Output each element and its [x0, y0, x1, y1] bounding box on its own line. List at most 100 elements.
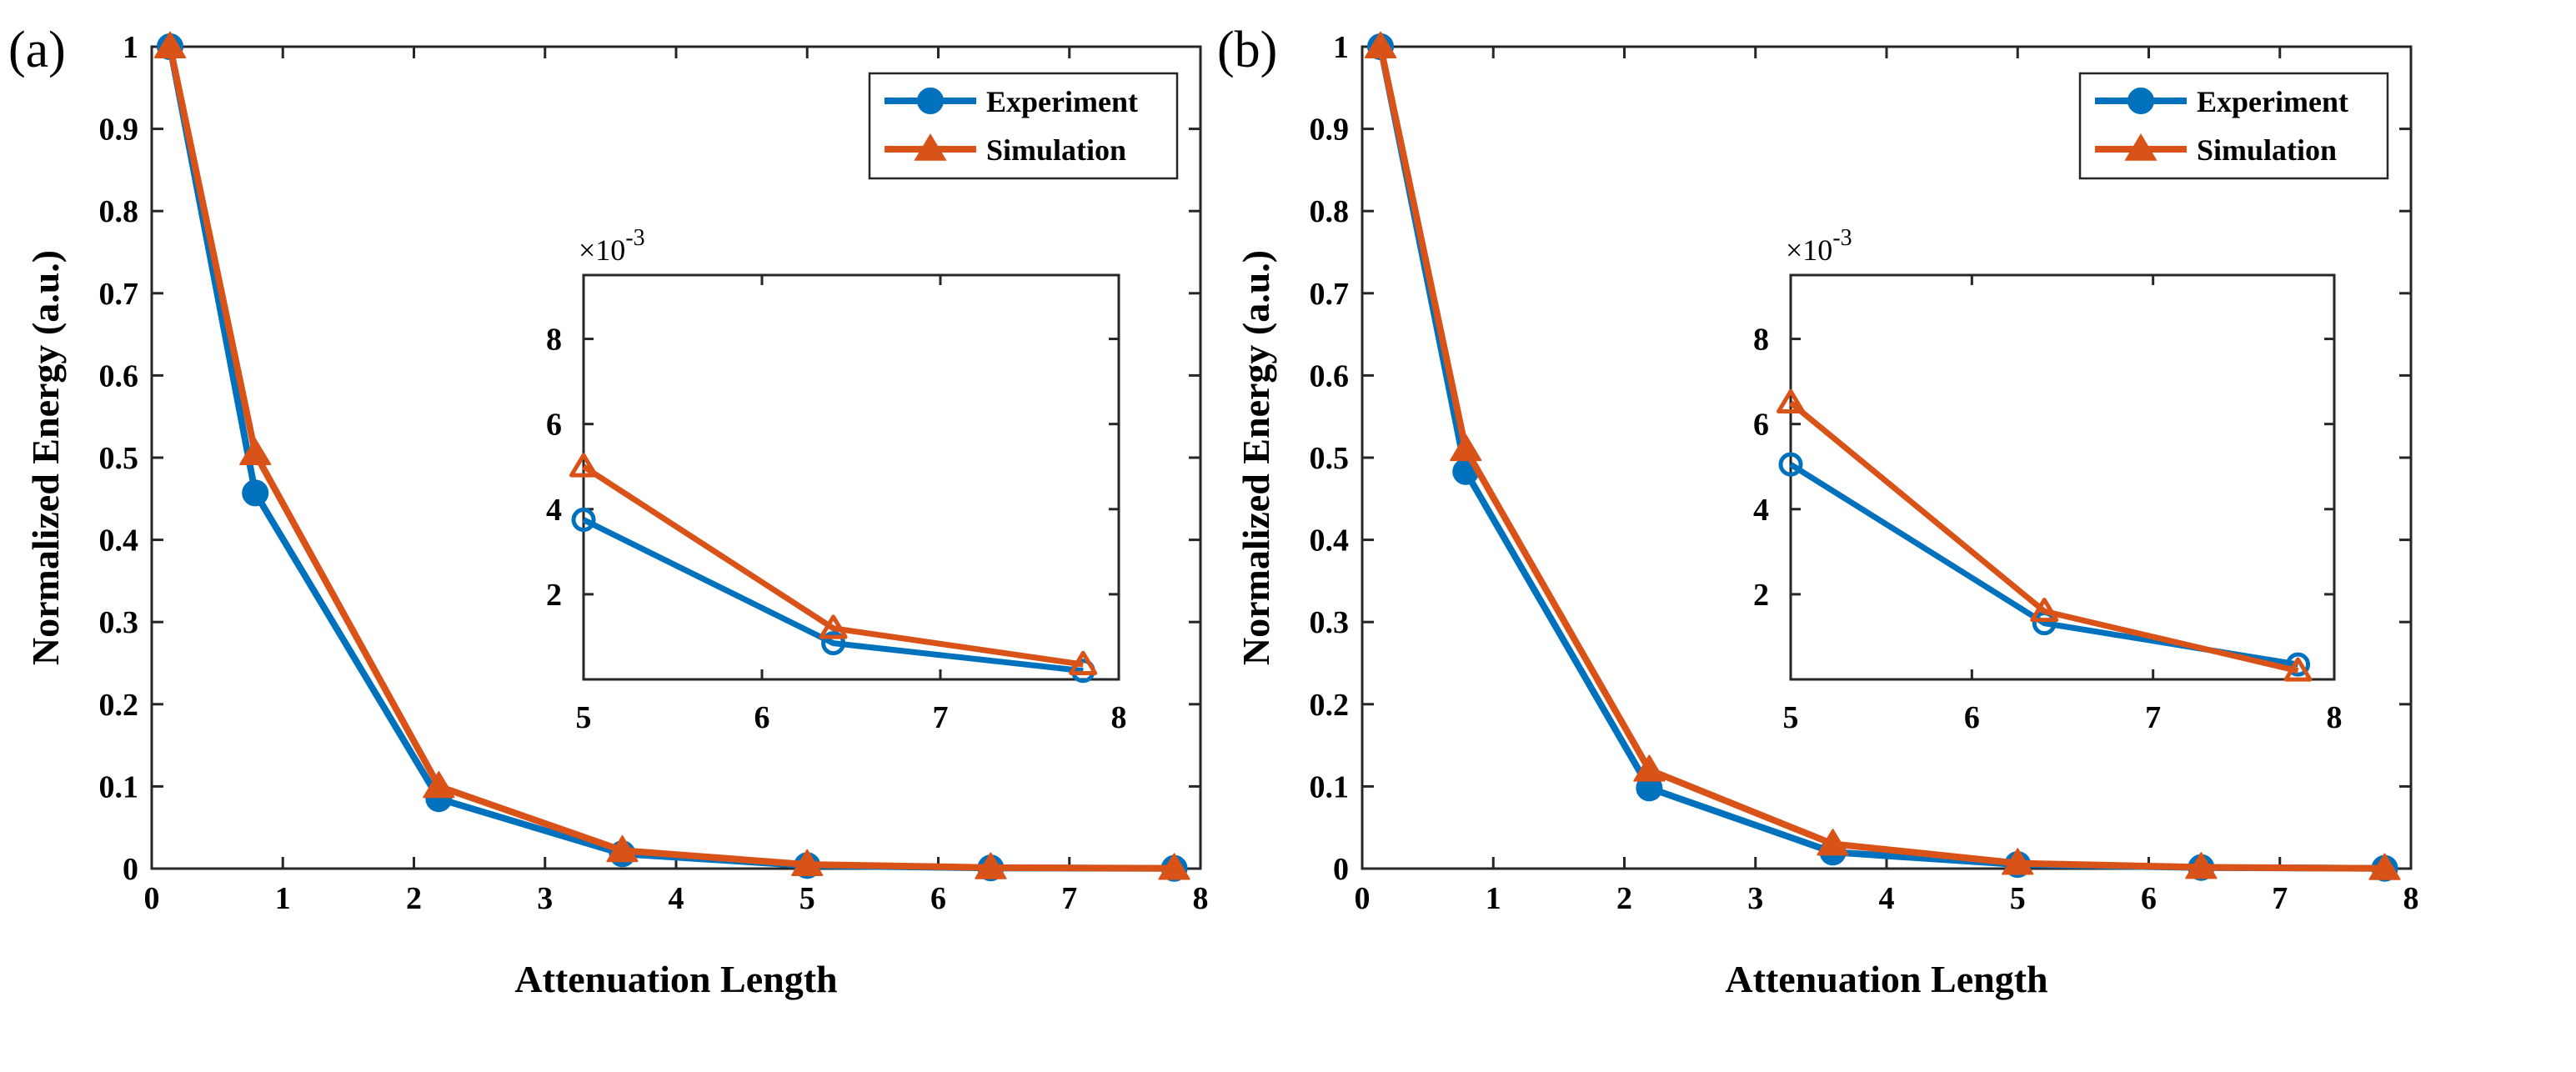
panel-b-inset-xtick-label: 7	[2145, 700, 2161, 735]
panel-a-ytick-label: 0.2	[99, 688, 139, 723]
panel-b-inset-xtick-label: 8	[2327, 700, 2343, 735]
panel-a-ytick-label: 0.1	[99, 769, 139, 804]
panel-b-legend-simulation-label: Simulation	[2197, 133, 2337, 167]
panel-a-simulation-point	[606, 835, 639, 863]
panel-b-ytick-label: 0.3	[1310, 605, 1350, 640]
panel-b-xtick-label: 1	[1486, 881, 1501, 916]
panel-b-legend-simulation-marker	[2124, 133, 2158, 161]
panel-a-xtick-label: 0	[144, 881, 160, 916]
panel-a-inset-simulation-point	[569, 453, 598, 478]
panel-b-ytick-label: 0.7	[1310, 277, 1350, 312]
panel-b-inset-experiment-point	[2286, 652, 2311, 677]
panel-a-ytick-label: 0.6	[99, 358, 139, 393]
panel-b-simulation-point	[1364, 31, 1397, 58]
panel-b-legend: Experiment Simulation	[2078, 72, 2389, 180]
panel-a-label: (a)	[8, 22, 66, 78]
panel-b-xtick-label: 4	[1879, 881, 1895, 916]
panel-b-simulation-point	[2002, 848, 2034, 875]
panel-a: (a) 0 1 2 3 4 5 6 7 8 0 0.1 0.2 0.3 0.4 0.5 0.6 0.7 0.8 0.9…	[8, 22, 1209, 1000]
panel-b-ytick-label: 0.8	[1310, 194, 1350, 229]
panel-b-inset-box	[1789, 273, 2336, 681]
panel-a-simulation-point	[153, 31, 187, 58]
panel-a-inset-multiplier: ×10-3	[579, 225, 645, 267]
panel-b-inset-xtick-label: 6	[1964, 700, 1980, 735]
panel-a-inset-ytick-label: 6	[546, 408, 562, 443]
panel-b-inset-experiment-point	[1778, 452, 1803, 477]
panel-a-simulation-point	[791, 849, 824, 877]
panel-b-inset-simulation-point	[2283, 657, 2313, 682]
panel-a-xtick-label: 1	[275, 881, 291, 916]
panel-b-inset-ytick-label: 8	[1753, 323, 1769, 358]
panel-a-inset-multiplier-base: ×10	[579, 233, 625, 267]
panel-b-xtick-label: 2	[1616, 881, 1632, 916]
panel-b-inset-simulation-point	[2030, 598, 2059, 623]
panel-b: (b) 0 1 2 3 4 5 6 7 8 0 0.1 0.2 0.3 0.4 0.5 0.6 0.7 0.8 0.9…	[1217, 22, 2419, 1000]
panel-a-inset-ytick-label: 8	[546, 323, 562, 358]
panel-a-simulation-point	[1158, 853, 1190, 880]
panel-b-xlabel: Attenuation Length	[1725, 958, 2047, 1000]
panel-a-inset-simulation-point	[819, 614, 848, 639]
panel-a-ytick-label: 0.8	[99, 194, 139, 229]
panel-b-xtick-label: 8	[2403, 881, 2419, 916]
panel-a-xtick-label: 7	[1061, 881, 1077, 916]
panel-b-ytick-label: 0	[1333, 852, 1349, 887]
panel-a-xtick-label: 8	[1193, 881, 1209, 916]
panel-b-legend-box	[2078, 72, 2389, 180]
panel-a-xtick-label: 2	[406, 881, 422, 916]
panel-a-ylabel: Normalized Energy (a.u.)	[24, 250, 67, 665]
panel-b-xtick-label: 7	[2272, 881, 2288, 916]
panel-a-ytick-label: 0.9	[99, 113, 139, 148]
panel-a-ytick-label: 0.5	[99, 441, 139, 476]
panel-a-inset-xtick-label: 6	[754, 700, 770, 735]
panel-a-inset-simulation-line	[582, 463, 1084, 668]
panel-a-xlabel: Attenuation Length	[514, 958, 837, 1000]
panel-b-ytick-label: 1	[1333, 30, 1349, 65]
panel-a-inset-xtick-label: 5	[576, 700, 592, 735]
panel-a-ytick-label: 0	[123, 852, 138, 887]
panel-b-inset-multiplier: ×10-3	[1786, 225, 1852, 267]
panel-a-inset-experiment-line	[582, 517, 1084, 674]
panel-a-legend-experiment-marker	[917, 88, 944, 114]
panel-a-xtick-label: 3	[537, 881, 553, 916]
panel-b-legend-experiment-label: Experiment	[2197, 85, 2348, 118]
panel-a-inset-simulation-point	[1069, 650, 1098, 675]
panel-a-legend-simulation-label: Simulation	[986, 133, 1126, 167]
panel-b-ytick-label: 0.9	[1310, 113, 1350, 148]
panel-a-inset-experiment-point	[821, 631, 846, 656]
panel-b-inset-ytick-label: 2	[1753, 578, 1769, 613]
panel-b-inset-multiplier-base: ×10	[1786, 233, 1832, 267]
panel-a-simulation-point	[423, 771, 455, 799]
panel-b-inset-simulation-line	[1788, 400, 2299, 674]
panel-a-legend: Experiment Simulation	[868, 72, 1179, 180]
panel-a-simulation-point	[975, 852, 1007, 879]
panel-a-inset-experiment-point	[571, 508, 596, 533]
panel-b-simulation-point	[2185, 852, 2218, 879]
panel-a-xtick-label: 6	[930, 881, 946, 916]
panel-b-ytick-label: 0.2	[1310, 688, 1350, 723]
panel-a-legend-experiment-label: Experiment	[986, 85, 1138, 118]
panel-b-inset-simulation-point	[1777, 388, 1805, 414]
panel-b-inset: 5 6 7 8 2 4 6 8 ×10-3	[1753, 225, 2343, 735]
panel-a-inset: 5 6 7 8 2 4 6 8 ×10-3	[546, 225, 1127, 735]
panel-a-ytick-label: 1	[123, 30, 138, 65]
panel-b-ytick-label: 0.4	[1310, 523, 1350, 559]
panel-b-ylabel: Normalized Energy (a.u.)	[1235, 250, 1277, 665]
panel-b-simulation-point	[2368, 853, 2401, 880]
panel-b-ytick-label: 0.5	[1310, 441, 1350, 476]
panel-a-inset-ytick-label: 4	[546, 493, 562, 528]
panel-b-xtick-label: 0	[1355, 881, 1371, 916]
panel-b-ytick-label: 0.6	[1310, 358, 1350, 393]
panel-b-inset-multiplier-exponent: -3	[1832, 225, 1852, 251]
panel-a-legend-box	[868, 72, 1179, 180]
panel-b-xtick-label: 6	[2141, 881, 2157, 916]
panel-b-xtick-label: 3	[1747, 881, 1763, 916]
panel-a-legend-simulation-marker	[914, 133, 947, 161]
panel-b-inset-xtick-label: 5	[1783, 700, 1799, 735]
panel-a-ytick-label: 0.7	[99, 277, 139, 312]
panel-a-simulation-point	[239, 438, 272, 466]
panel-b-inset-ytick-label: 4	[1753, 493, 1769, 528]
panel-a-xtick-label: 4	[669, 881, 684, 916]
panel-b-ytick-label: 0.1	[1310, 769, 1350, 804]
panel-a-ytick-label: 0.4	[99, 523, 139, 559]
